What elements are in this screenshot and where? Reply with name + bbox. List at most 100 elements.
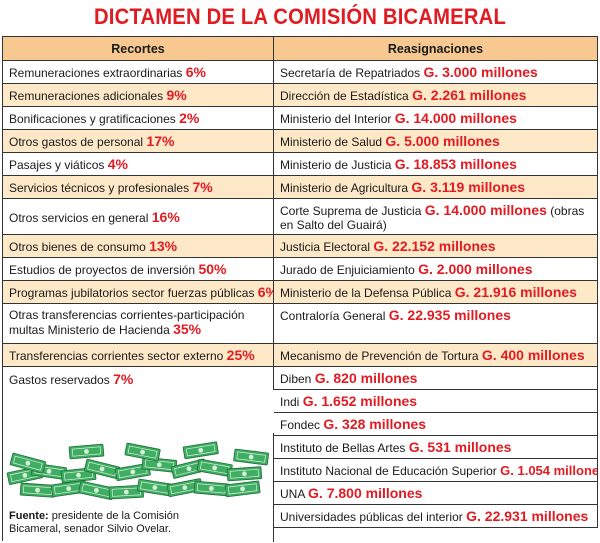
reasignacion-label: Jurado de Enjuiciamiento [280,263,415,277]
recorte-label: Servicios técnicos y profesionales [9,181,190,195]
source-label: Fuente: [9,510,49,522]
reasignacion-label: Fondec [280,418,321,432]
reasignacion-label: UNA [280,487,305,501]
reasignacion-label: Secretaría de Repatriados [280,66,421,80]
reasignacion-value: G. 14.000 millones [394,110,517,126]
recorte-value: 13% [149,238,178,254]
source-text: presidente de la Comisión Bicameral, sen… [9,510,179,535]
recorte-label: Otros gastos de personal [9,135,144,149]
reasignacion-label: Instituto Nacional de Educación Superior [280,463,497,478]
reasignacion-value: G. 7.800 millones [308,485,423,501]
reasignacion-label: Indi [280,395,300,409]
recorte-label: Pasajes y viáticos [9,158,105,172]
money-pile-icon [6,441,270,501]
table-row: Universidades públicas del interior G. 2… [274,505,598,528]
recorte-value: 25% [226,347,255,363]
reasignacion-value: G. 2.261 millones [412,87,527,103]
table-row: Ministerio de la Defensa Pública G. 21.9… [274,281,598,304]
table-row: Jurado de Enjuiciamiento G. 2.000 millon… [274,258,598,281]
recorte-label: Bonificaciones y gratificaciones [9,112,176,126]
reasignacion-value: G. 1.054 millones [500,462,598,478]
reasignacion-value: G. 2.000 millones [418,261,533,277]
table-row: Contraloría General G. 22.935 millones [274,304,598,344]
reasignacion-value: G. 22.935 millones [388,307,511,323]
table-row: Ministerio de Justicia G. 18.853 millone… [274,153,598,176]
reasignacion-label: Dirección de Estadística [280,89,409,103]
reasignacion-label: Mecanismo de Prevención de Tortura [280,349,479,363]
table-row: Otras transferencias corrientes-particip… [3,304,274,344]
source-note: Fuente: presidente de la Comisión Bicame… [9,510,209,536]
table-row: Bonificaciones y gratificaciones 2% [3,107,274,130]
recorte-value: 2% [179,110,200,126]
table-row: Remuneraciones extraordinarias 6% [3,61,274,84]
reasignacion-value: G. 400 millones [481,347,585,363]
recorte-label: Transferencias corrientes sector externo [9,349,224,363]
table-row: Diben G. 820 millones [274,367,598,390]
reasignacion-value: G. 1.652 millones [302,393,418,409]
reasignaciones-column: Reasignaciones Secretaría de Repatriados… [274,37,598,528]
recorte-value: 4% [107,156,128,172]
reasignacion-value: G. 22.152 millones [373,238,496,254]
recorte-value: 50% [198,261,227,277]
reasignacion-label: Instituto de Bellas Artes [280,441,406,455]
recorte-value: 7% [113,370,134,387]
table-row: Corte Suprema de Justicia G. 14.000 mill… [274,199,598,235]
reasignacion-label: Justicia Electoral [280,240,371,254]
recorte-label: Otras transferencias corrientes-particip… [9,308,245,337]
reasignacion-value: G. 22.931 millones [466,508,589,524]
recorte-label: Programas jubilatorios sector fuerzas pú… [9,286,255,300]
money-illustration-area: Fuente: presidente de la Comisión Bicame… [3,433,274,542]
reasignacion-label: Ministerio de la Defensa Pública [280,286,452,300]
recorte-label: Otros servicios en general [9,210,149,225]
budget-table: Recortes Remuneraciones extraordinarias … [2,36,598,542]
table-row: Otros bienes de consumo 13% [3,235,274,258]
table-row: Instituto Nacional de Educación Superior… [274,459,598,482]
recorte-label: Otros bienes de consumo [9,240,146,254]
table-row: Justicia Electoral G. 22.152 millones [274,235,598,258]
recorte-label: Gastos reservados [9,372,110,387]
table-row: Pasajes y viáticos 4% [3,153,274,176]
recorte-value: 16% [151,208,180,225]
recorte-label: Remuneraciones extraordinarias [9,66,183,80]
reasignacion-label: Ministerio de Justicia [280,158,392,172]
reasignaciones-header: Reasignaciones [274,37,598,61]
recorte-label: Remuneraciones adicionales [9,89,164,103]
reasignacion-value: G. 3.119 millones [411,179,526,195]
reasignacion-label: Ministerio de Agricultura [280,181,409,195]
reasignacion-value: G. 531 millones [408,439,512,455]
recorte-value: 6% [185,64,206,80]
table-row: Ministerio de Salud G. 5.000 millones [274,130,598,153]
recorte-label: Estudios de proyectos de inversión [9,263,196,277]
table-row: Ministerio del Interior G. 14.000 millon… [274,107,598,130]
recorte-value: 6% [257,284,273,300]
table-row: Gastos reservados 7% [3,367,274,390]
table-row: Indi G. 1.652 millones [274,390,598,413]
table-row: Fondec G. 328 millones [274,413,598,436]
table-row: Remuneraciones adicionales 9% [3,84,274,107]
reasignacion-label: Ministerio del Interior [280,112,392,126]
reasignacion-extra: (obras en Salto del Guairá) [280,204,585,232]
reasignacion-label: Corte Suprema de Justicia [280,204,422,218]
reasignacion-label: Diben [280,372,312,386]
reasignacion-value: G. 18.853 millones [394,156,517,172]
table-row: Mecanismo de Prevención de Tortura G. 40… [274,344,598,367]
reasignacion-value: G. 820 millones [314,370,418,386]
table-row: Otros gastos de personal 17% [3,130,274,153]
table-row: Estudios de proyectos de inversión 50% [3,258,274,281]
table-row: Instituto de Bellas Artes G. 531 millone… [274,436,598,459]
recorte-value: 17% [146,133,175,149]
reasignacion-label: Ministerio de Salud [280,135,383,149]
table-row: Programas jubilatorios sector fuerzas pú… [3,281,274,304]
table-row: Transferencias corrientes sector externo… [3,344,274,367]
reasignacion-value: G. 328 millones [323,416,427,432]
reasignacion-label: Universidades públicas del interior [280,510,463,524]
table-row: Servicios técnicos y profesionales 7% [3,176,274,199]
recorte-value: 9% [166,87,187,103]
recortes-column: Recortes Remuneraciones extraordinarias … [3,37,274,390]
recorte-value: 7% [192,179,213,195]
table-row: Dirección de Estadística G. 2.261 millon… [274,84,598,107]
table-row: Ministerio de Agricultura G. 3.119 millo… [274,176,598,199]
reasignacion-value: G. 14.000 millones [424,202,547,218]
reasignacion-value: G. 3.000 millones [423,64,538,80]
table-row: UNA G. 7.800 millones [274,482,598,505]
